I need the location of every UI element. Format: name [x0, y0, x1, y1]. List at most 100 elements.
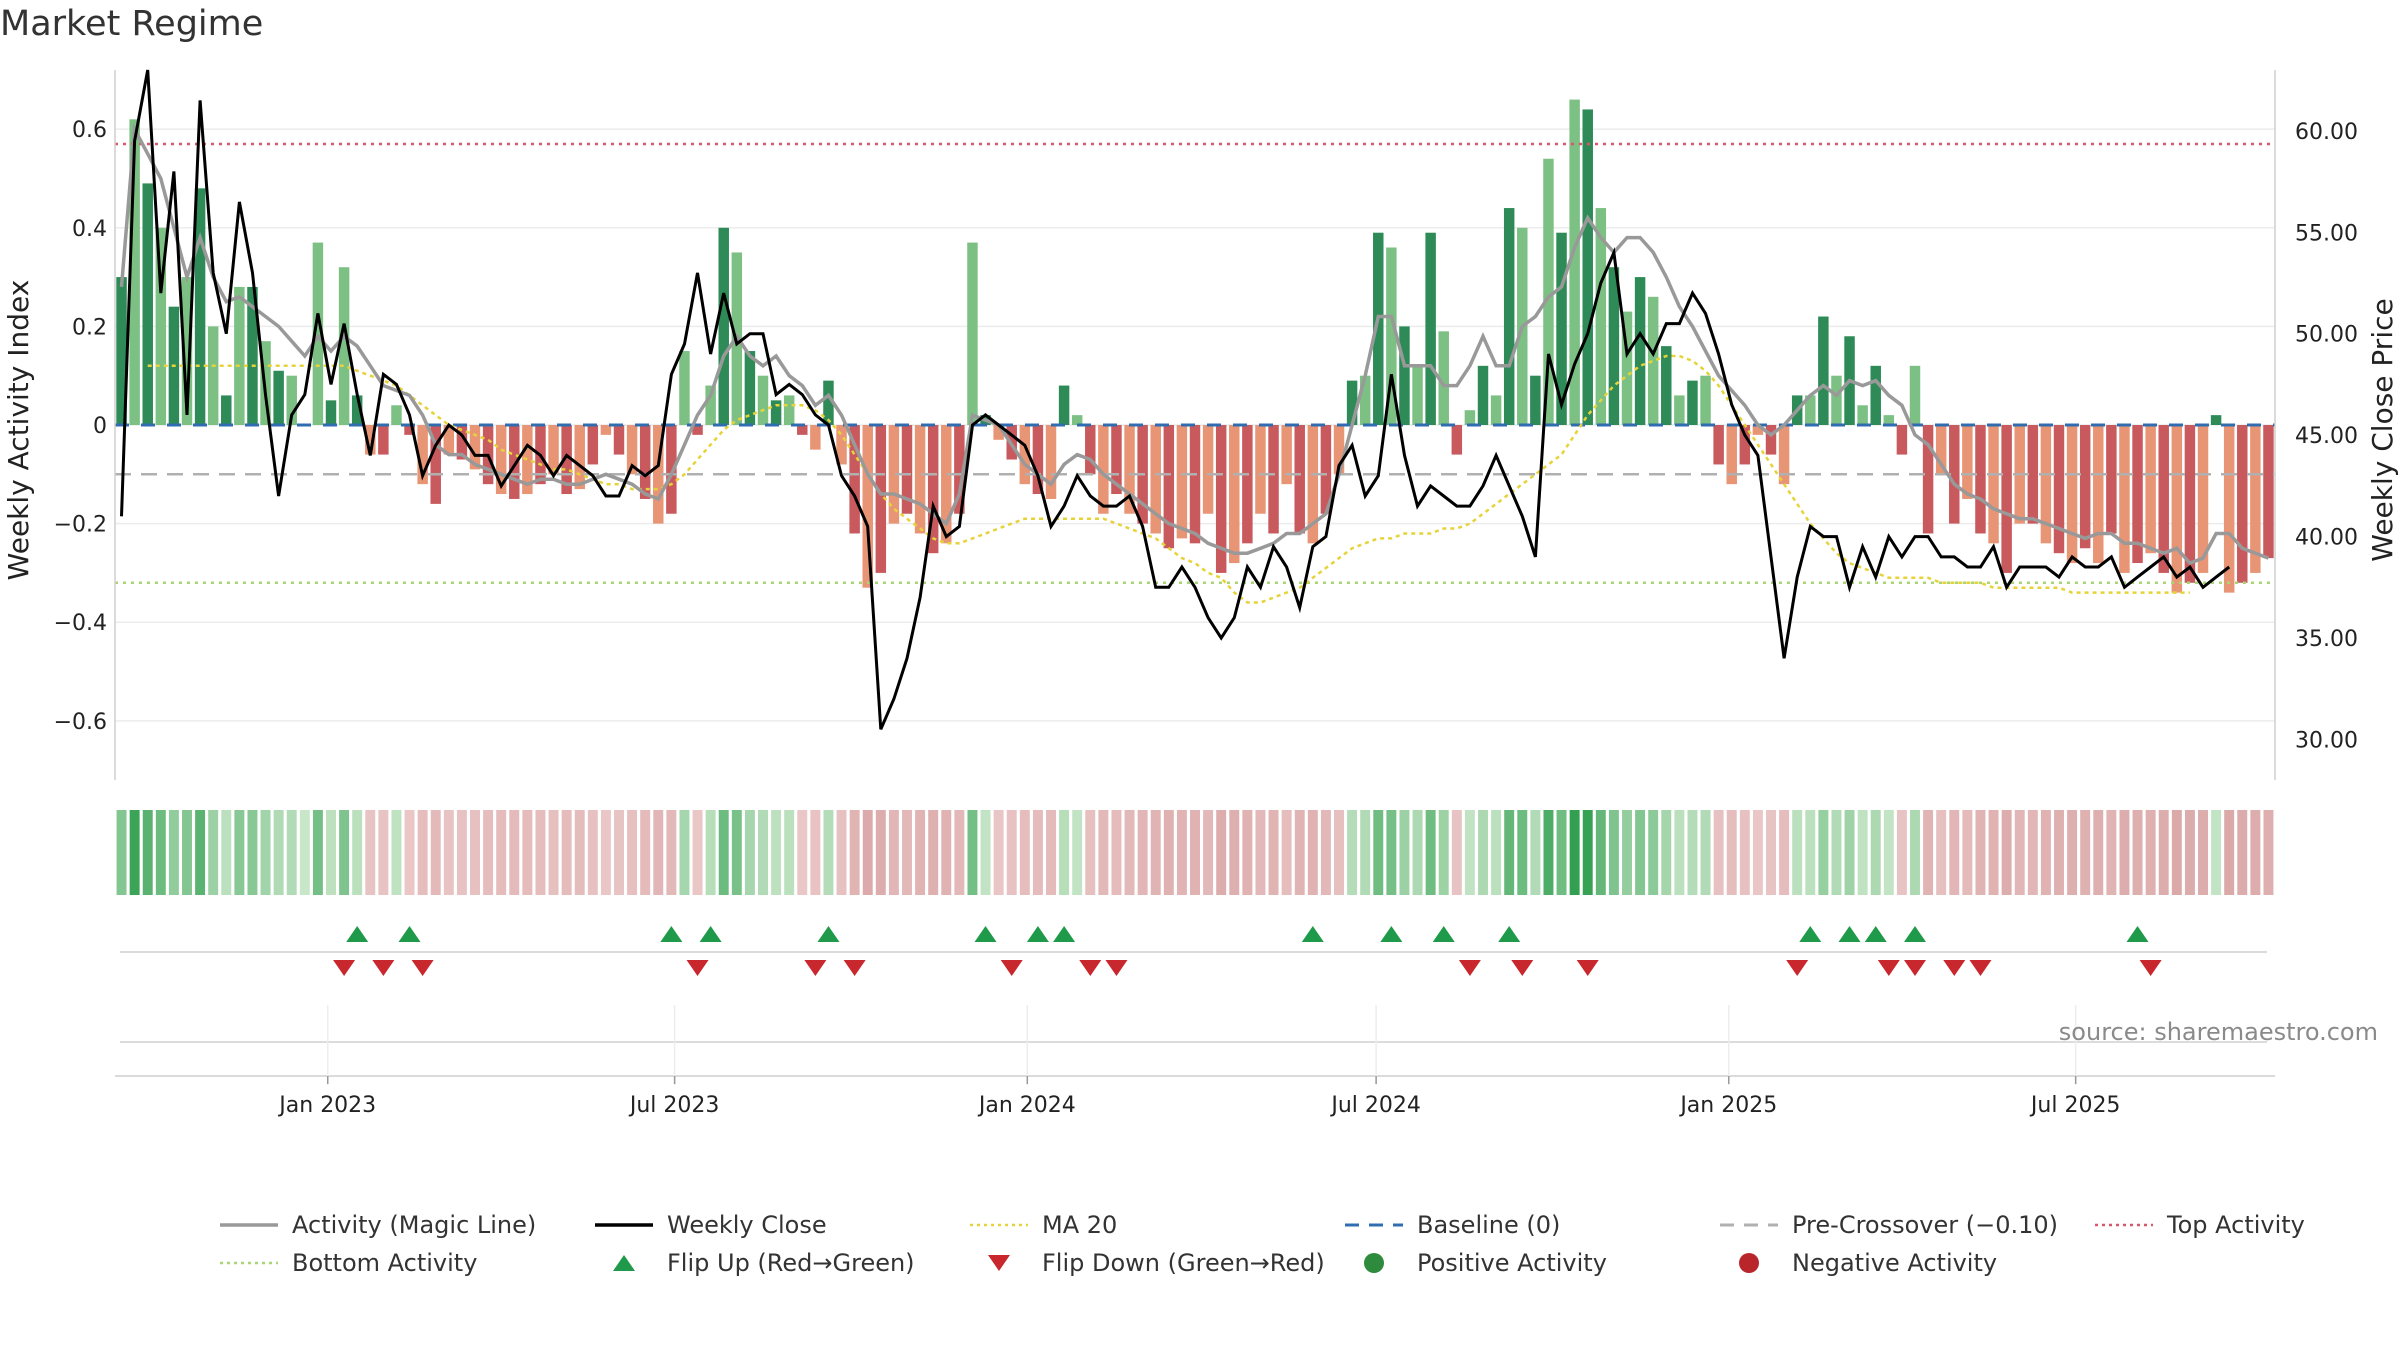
legend-item: Baseline (0): [1345, 1211, 1560, 1239]
activity-bar: [2053, 425, 2065, 554]
activity-bar: [1215, 425, 1227, 573]
activity-bar: [1150, 425, 1161, 534]
regime-cell: [1582, 810, 1593, 895]
activity-bar: [587, 425, 599, 465]
activity-bar: [1752, 425, 1764, 435]
ma20-line: [147, 354, 2190, 604]
regime-cell: [797, 810, 808, 895]
activity-bar: [1163, 425, 1175, 549]
regime-cell: [1098, 810, 1109, 895]
regime-cell: [2224, 810, 2235, 895]
regime-cell: [1320, 810, 1331, 895]
regime-cell: [1739, 810, 1750, 895]
activity-bar: [2158, 425, 2169, 573]
regime-cell: [443, 810, 454, 895]
y-left-tick-label: −0.4: [54, 611, 107, 636]
regime-cell: [522, 810, 533, 895]
regime-cell: [1726, 810, 1737, 895]
activity-bar: [1438, 331, 1449, 425]
activity-bar: [783, 395, 795, 425]
regime-cell: [1779, 810, 1790, 895]
regime-cell: [2080, 810, 2091, 895]
flip-up-marker: [398, 926, 421, 942]
activity-bar: [1399, 326, 1410, 425]
flip-up-marker: [1432, 926, 1455, 942]
regime-cell: [2014, 810, 2025, 895]
regime-cell: [2198, 810, 2208, 895]
activity-bar: [692, 425, 703, 435]
time-axis: Jan 2023 Jul 2023 Jan 2024 Jul 2024 Jan 2025…: [115, 1005, 2275, 1118]
regime-cell: [548, 810, 559, 895]
activity-bar: [1019, 425, 1031, 485]
legend-item: Weekly Close: [595, 1211, 827, 1239]
regime-cell: [1543, 810, 1554, 895]
legend-item: Positive Activity: [1364, 1249, 1607, 1277]
regime-cell: [1425, 810, 1436, 895]
regime-cell: [1006, 810, 1017, 895]
regime-cell: [1661, 810, 1672, 895]
flip-down-marker: [1079, 960, 1102, 976]
regime-cell: [2171, 810, 2182, 895]
regime-cell: [1229, 810, 1240, 895]
regime-cell: [1307, 810, 1318, 895]
activity-bar: [1674, 395, 1685, 425]
legend-label: Flip Up (Red→Green): [667, 1249, 915, 1277]
activity-bar: [954, 425, 965, 514]
regime-cell: [1347, 810, 1358, 895]
activity-bar: [1608, 267, 1620, 425]
activity-bar: [181, 277, 193, 425]
activity-bar: [993, 425, 1004, 440]
regime-cell: [705, 810, 716, 895]
regime-cell: [1831, 810, 1842, 895]
regime-cell: [1111, 810, 1122, 895]
regime-cell: [168, 810, 179, 895]
activity-bar: [639, 425, 651, 499]
activity-bar: [1765, 425, 1777, 455]
legend-dot-icon: [1739, 1253, 1759, 1273]
activity-bar: [155, 227, 167, 425]
activity-bar: [1085, 425, 1096, 475]
activity-bar: [1294, 425, 1305, 534]
activity-bar: [129, 119, 140, 426]
regime-cell: [1988, 810, 1999, 895]
activity-bar: [495, 425, 507, 495]
flip-down-marker: [1511, 960, 1534, 976]
activity-bar: [1032, 425, 1044, 495]
regime-cell: [1818, 810, 1829, 895]
activity-bar: [430, 425, 441, 504]
legend-item: Pre-Crossover (−0.10): [1720, 1211, 2058, 1239]
regime-cell: [902, 810, 912, 895]
regime-cell: [1569, 810, 1580, 895]
regime-cell: [1595, 810, 1606, 895]
regime-cell: [221, 810, 232, 895]
y-axis-right-label: Weekly Close Price: [2366, 298, 2399, 561]
activity-bar: [221, 395, 232, 425]
activity-bar: [679, 351, 690, 425]
activity-bar: [849, 425, 860, 534]
regime-cell: [1059, 810, 1070, 895]
y-left-tick-label: 0.6: [72, 118, 107, 143]
activity-bar: [391, 405, 402, 425]
activity-bar: [836, 425, 847, 465]
regime-cell: [339, 810, 350, 895]
activity-bar: [1189, 425, 1201, 544]
regime-cell: [1896, 810, 1907, 895]
chart-lines: [115, 69, 2275, 730]
regime-cell: [234, 810, 245, 895]
regime-cell: [1962, 810, 1973, 895]
regime-cell: [1491, 810, 1502, 895]
regime-cell: [1805, 810, 1816, 895]
regime-cell: [744, 810, 755, 895]
chart-title: Market Regime: [0, 4, 264, 44]
activity-bar: [875, 425, 887, 573]
activity-bar: [247, 286, 258, 425]
activity-bar: [1359, 375, 1371, 425]
y-right-tick-label: 30.00: [2295, 728, 2358, 753]
regime-cell: [1163, 810, 1174, 895]
regime-cell: [1046, 810, 1056, 895]
regime-cell: [312, 810, 323, 895]
activity-bar: [1333, 425, 1345, 475]
regime-cell: [260, 810, 271, 895]
activity-bar: [116, 277, 127, 425]
legend-item: MA 20: [970, 1211, 1117, 1239]
